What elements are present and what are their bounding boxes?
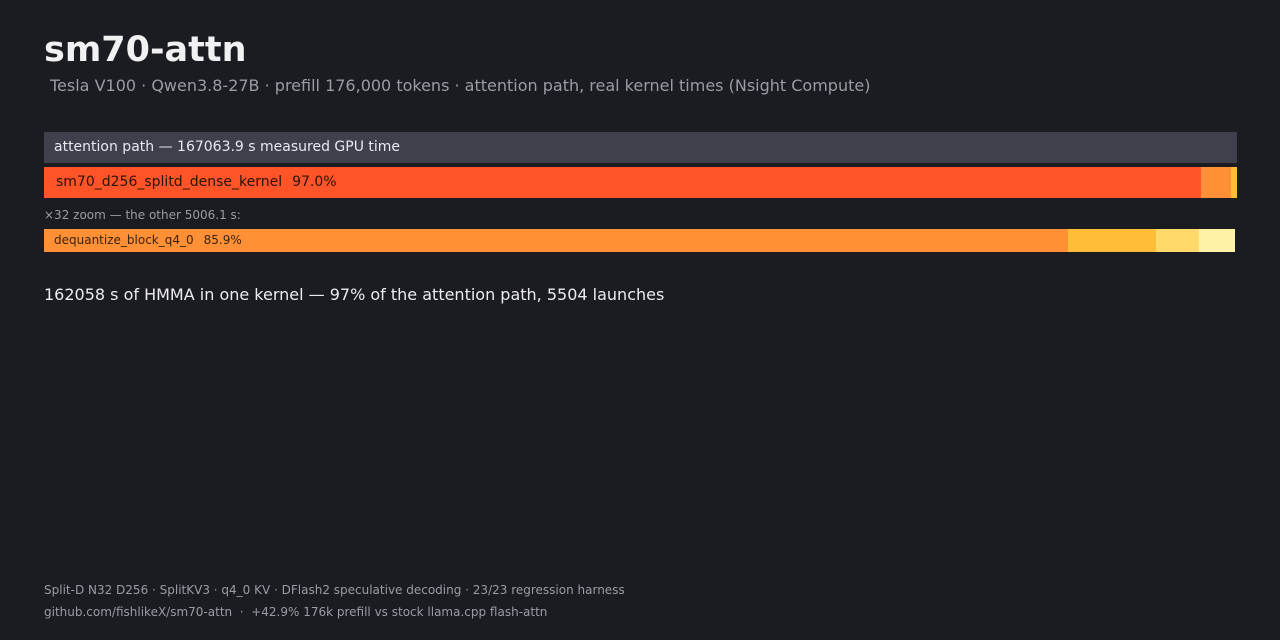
main-bar-kernel-name: sm70_d256_splitd_dense_kernel [56,174,283,190]
main-bar-segment-label: sm70_d256_splitd_dense_kernel 97.0% [56,167,337,198]
footer-line-1: Split-D N32 D256 · SplitKV3 · q4_0 KV · … [44,583,625,597]
zoom-bar-segment-3 [1199,229,1235,252]
zoom-note: ×32 zoom — the other 5006.1 s: [44,208,241,222]
main-stacked-bar: sm70_d256_splitd_dense_kernel 97.0% [44,167,1237,198]
zoom-bar-kernel-name: dequantize_block_q4_0 [54,233,194,247]
zoom-bar-segment-2 [1156,229,1200,252]
page-title: sm70-attn [44,30,247,70]
main-bar-segment-1 [1201,167,1232,198]
zoom-bar-percent: 85.9% [203,233,242,247]
total-bar: attention path — 167063.9 s measured GPU… [44,132,1237,163]
zoom-bar-segment-label: dequantize_block_q4_0 85.9% [54,229,242,252]
footer-line-2: github.com/fishlikeX/sm70-attn · +42.9% … [44,605,548,619]
main-bar-segment-0: sm70_d256_splitd_dense_kernel 97.0% [44,167,1202,198]
zoom-stacked-bar: dequantize_block_q4_0 85.9% [44,229,1237,252]
main-bar-percent: 97.0% [292,174,337,190]
page-subtitle: Tesla V100 · Qwen3.8-27B · prefill 176,0… [50,76,871,95]
main-bar-segment-2 [1231,167,1237,198]
headline: 162058 s of HMMA in one kernel — 97% of … [44,285,665,304]
zoom-bar-segment-1 [1068,229,1157,252]
zoom-bar-segment-0: dequantize_block_q4_0 85.9% [44,229,1069,252]
total-bar-label: attention path — 167063.9 s measured GPU… [54,139,401,155]
